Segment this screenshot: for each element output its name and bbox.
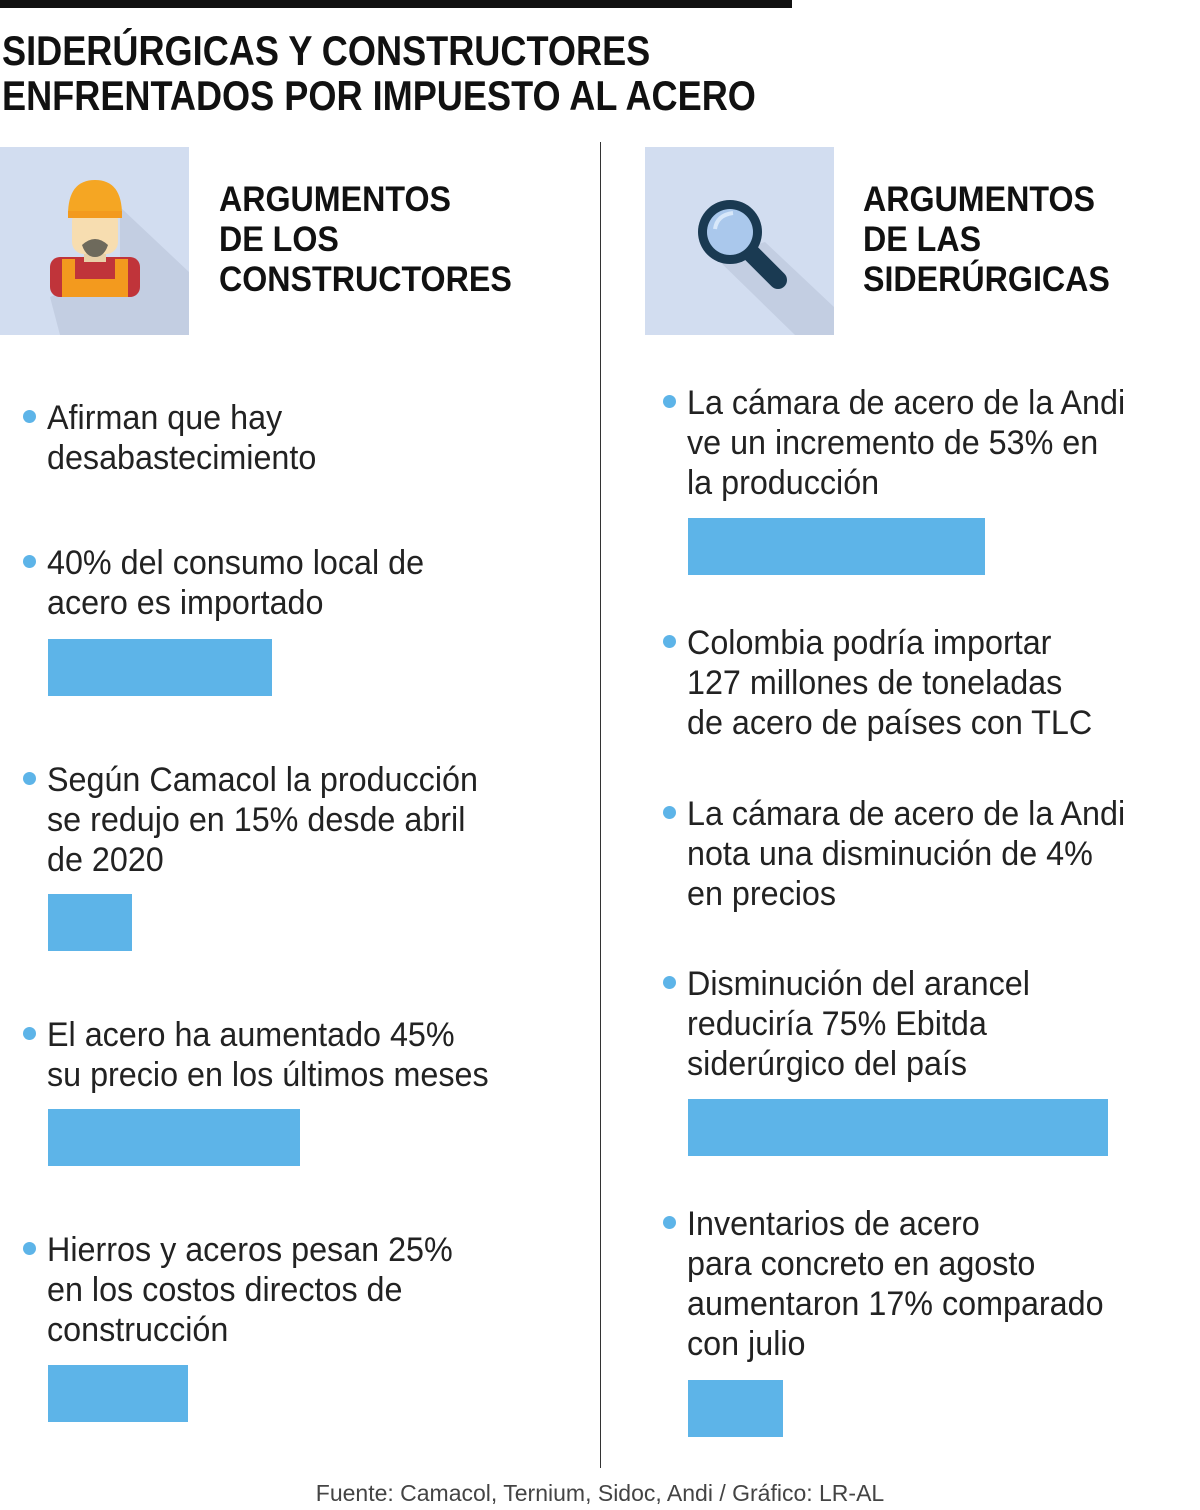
argument-text: Según Camacol la producción se redujo en… <box>47 761 478 879</box>
bullet-icon <box>23 1027 36 1040</box>
argument-text: 40% del consumo local de acero es import… <box>47 544 425 622</box>
argument-text: Disminución del arancel reduciría 75% Eb… <box>687 965 1030 1083</box>
bullet-icon <box>663 395 676 408</box>
percentage-bar <box>688 518 985 575</box>
bullet-icon <box>23 772 36 785</box>
heading-line: ARGUMENTOS <box>219 180 451 219</box>
percentage-bar <box>688 1099 1108 1156</box>
heading-line: CONSTRUCTORES <box>219 260 512 299</box>
argument-text: Inventarios de acero para concreto en ag… <box>687 1205 1104 1363</box>
bullet-icon <box>663 1216 676 1229</box>
bullet-icon <box>23 1242 36 1255</box>
bullet-icon <box>23 410 36 423</box>
heading-line: DE LAS <box>863 220 982 259</box>
argument-text: La cámara de acero de la Andi ve un incr… <box>687 384 1126 502</box>
argument-text: Afirman que hay desabastecimiento <box>47 399 317 477</box>
source-footer: Fuente: Camacol, Ternium, Sidoc, Andi / … <box>315 1480 885 1506</box>
bullet-icon <box>23 555 36 568</box>
top-rule <box>0 0 792 8</box>
argument-text: Hierros y aceros pesan 25% en los costos… <box>47 1231 453 1349</box>
heading-line: DE LOS <box>219 220 339 259</box>
construction-worker-icon <box>0 147 189 335</box>
percentage-bar <box>48 1109 300 1166</box>
bullet-icon <box>663 806 676 819</box>
percentage-bar <box>48 639 272 696</box>
bullet-icon <box>663 635 676 648</box>
heading-line: SIDERÚRGICAS <box>863 260 1110 299</box>
percentage-bar <box>48 1365 188 1422</box>
argument-text: El acero ha aumentado 45% su precio en l… <box>47 1016 489 1094</box>
percentage-bar <box>48 894 132 951</box>
constructores-heading: ARGUMENTOS DE LOS CONSTRUCTORES <box>219 180 512 300</box>
heading-line: ARGUMENTOS <box>863 180 1095 219</box>
page-title: SIDERÚRGICAS Y CONSTRUCTORES ENFRENTADOS… <box>2 28 756 118</box>
argument-text: Colombia podría importar 127 millones de… <box>687 624 1093 742</box>
percentage-bar <box>688 1380 784 1437</box>
title-line: SIDERÚRGICAS Y CONSTRUCTORES <box>2 27 651 74</box>
argument-text: La cámara de acero de la Andi nota una d… <box>687 795 1126 913</box>
title-line: ENFRENTADOS POR IMPUESTO AL ACERO <box>2 72 756 119</box>
magnifying-glass-icon <box>645 147 834 335</box>
siderurgicas-heading: ARGUMENTOS DE LAS SIDERÚRGICAS <box>863 180 1110 300</box>
bullet-icon <box>663 976 676 989</box>
column-divider <box>600 142 601 1468</box>
